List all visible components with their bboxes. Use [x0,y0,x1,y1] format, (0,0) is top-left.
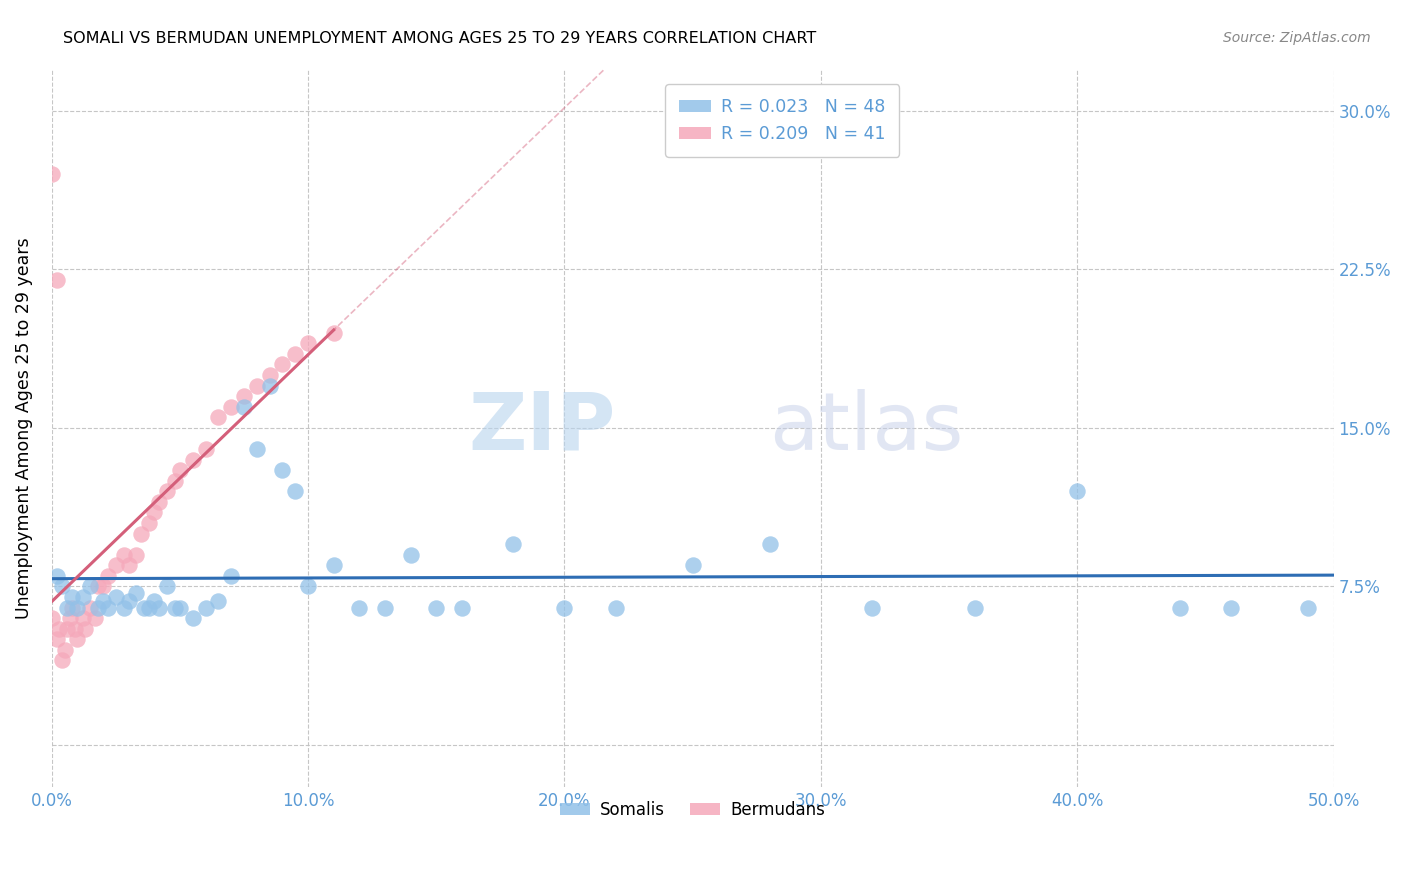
Point [87,600,110,615]
Point [233,400,256,414]
Point [194,442,217,456]
Point [51,653,73,667]
Text: Source: ZipAtlas.com: Source: ZipAtlas.com [1223,31,1371,45]
Point [297,579,319,593]
Point [259,378,281,392]
Point [758,537,780,551]
Point [59,611,82,625]
Point [1168,600,1191,615]
Point [246,442,269,456]
Point [194,600,217,615]
Legend: Somalis, Bermudans: Somalis, Bermudans [554,794,832,826]
Point [148,495,170,509]
Point [233,389,256,403]
Point [181,611,204,625]
Point [41,167,63,181]
Point [63,622,86,636]
Point [963,600,986,615]
Point [66,632,89,647]
Point [259,368,281,382]
Point [91,579,114,593]
Point [112,548,135,562]
Point [72,590,94,604]
Point [56,600,79,615]
Point [91,594,114,608]
Point [169,600,191,615]
Point [48,622,70,636]
Point [131,526,153,541]
Point [163,474,186,488]
Point [45,569,67,583]
Point [148,600,170,615]
Point [169,463,191,477]
Point [138,516,160,530]
Point [66,600,89,615]
Point [451,600,474,615]
Point [51,579,73,593]
Point [1296,600,1319,615]
Point [53,642,76,657]
Point [125,585,148,599]
Point [60,600,83,615]
Point [181,452,204,467]
Point [79,600,101,615]
Point [207,594,229,608]
Point [125,548,148,562]
Point [45,273,67,287]
Point [163,600,186,615]
Point [118,558,141,573]
Text: atlas: atlas [769,389,965,467]
Point [425,600,447,615]
Point [75,622,97,636]
Text: ZIP: ZIP [468,389,616,467]
Point [207,410,229,425]
Point [112,600,135,615]
Point [284,347,307,361]
Point [72,611,94,625]
Y-axis label: Unemployment Among Ages 25 to 29 years: Unemployment Among Ages 25 to 29 years [15,237,32,619]
Point [860,600,883,615]
Point [143,594,166,608]
Point [682,558,704,573]
Point [84,611,107,625]
Point [219,569,242,583]
Point [87,579,110,593]
Point [1220,600,1243,615]
Point [104,590,127,604]
Point [118,594,141,608]
Point [132,600,155,615]
Point [1066,484,1088,499]
Point [97,600,120,615]
Point [605,600,627,615]
Point [138,600,160,615]
Point [104,558,127,573]
Point [271,463,294,477]
Point [219,400,242,414]
Point [246,378,269,392]
Point [60,590,83,604]
Point [502,537,524,551]
Text: SOMALI VS BERMUDAN UNEMPLOYMENT AMONG AGES 25 TO 29 YEARS CORRELATION CHART: SOMALI VS BERMUDAN UNEMPLOYMENT AMONG AG… [63,31,817,46]
Point [374,600,396,615]
Point [156,484,179,499]
Point [41,611,63,625]
Point [97,569,120,583]
Point [143,505,166,519]
Point [45,632,67,647]
Point [349,600,371,615]
Point [553,600,575,615]
Point [297,336,319,351]
Point [56,622,79,636]
Point [79,579,101,593]
Point [399,548,422,562]
Point [284,484,307,499]
Point [156,579,179,593]
Point [322,558,344,573]
Point [322,326,344,340]
Point [271,358,294,372]
